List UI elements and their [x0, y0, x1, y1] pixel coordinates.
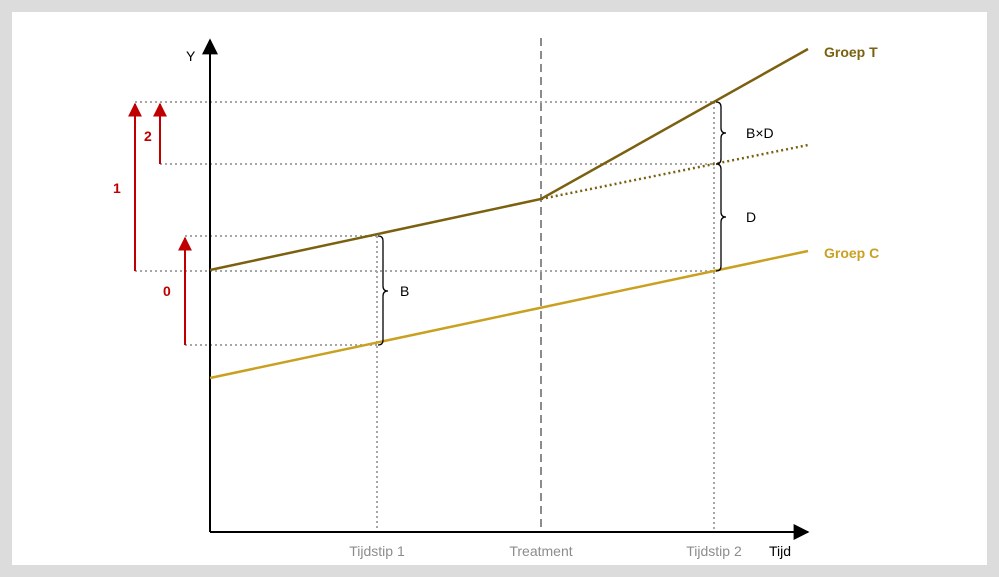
brace-bxd: [715, 101, 727, 165]
brace-label-d: D: [746, 209, 756, 225]
tick-tijdstip-1: Tijdstip 1: [349, 543, 405, 559]
tick-treatment: Treatment: [509, 543, 572, 559]
brace-label-bxd: B×D: [746, 125, 774, 141]
groep-c-line: [209, 249, 809, 380]
y-axis-label: Y: [186, 48, 196, 64]
vertical-guides: [376, 102, 715, 532]
brace-d: [715, 163, 727, 272]
tick-tijdstip-2: Tijdstip 2: [686, 543, 742, 559]
x-axis-label: Tijd: [769, 543, 791, 559]
diagram-canvas: Y Tijd Tijdstip 1 Treatment Tijdstip 2 G…: [12, 12, 987, 565]
horizontal-guides: [135, 101, 714, 346]
marker-label-0: 0: [163, 283, 171, 299]
label-groep-c: Groep C: [824, 245, 879, 261]
marker-label-1: 1: [113, 180, 121, 196]
label-groep-t: Groep T: [824, 44, 878, 60]
brace-b: [377, 235, 389, 346]
brace-label-b: B: [400, 283, 409, 299]
groep-t-line: [209, 47, 809, 272]
groep-t-counterfactual-line: [540, 143, 809, 201]
marker-label-2: 2: [144, 128, 152, 144]
